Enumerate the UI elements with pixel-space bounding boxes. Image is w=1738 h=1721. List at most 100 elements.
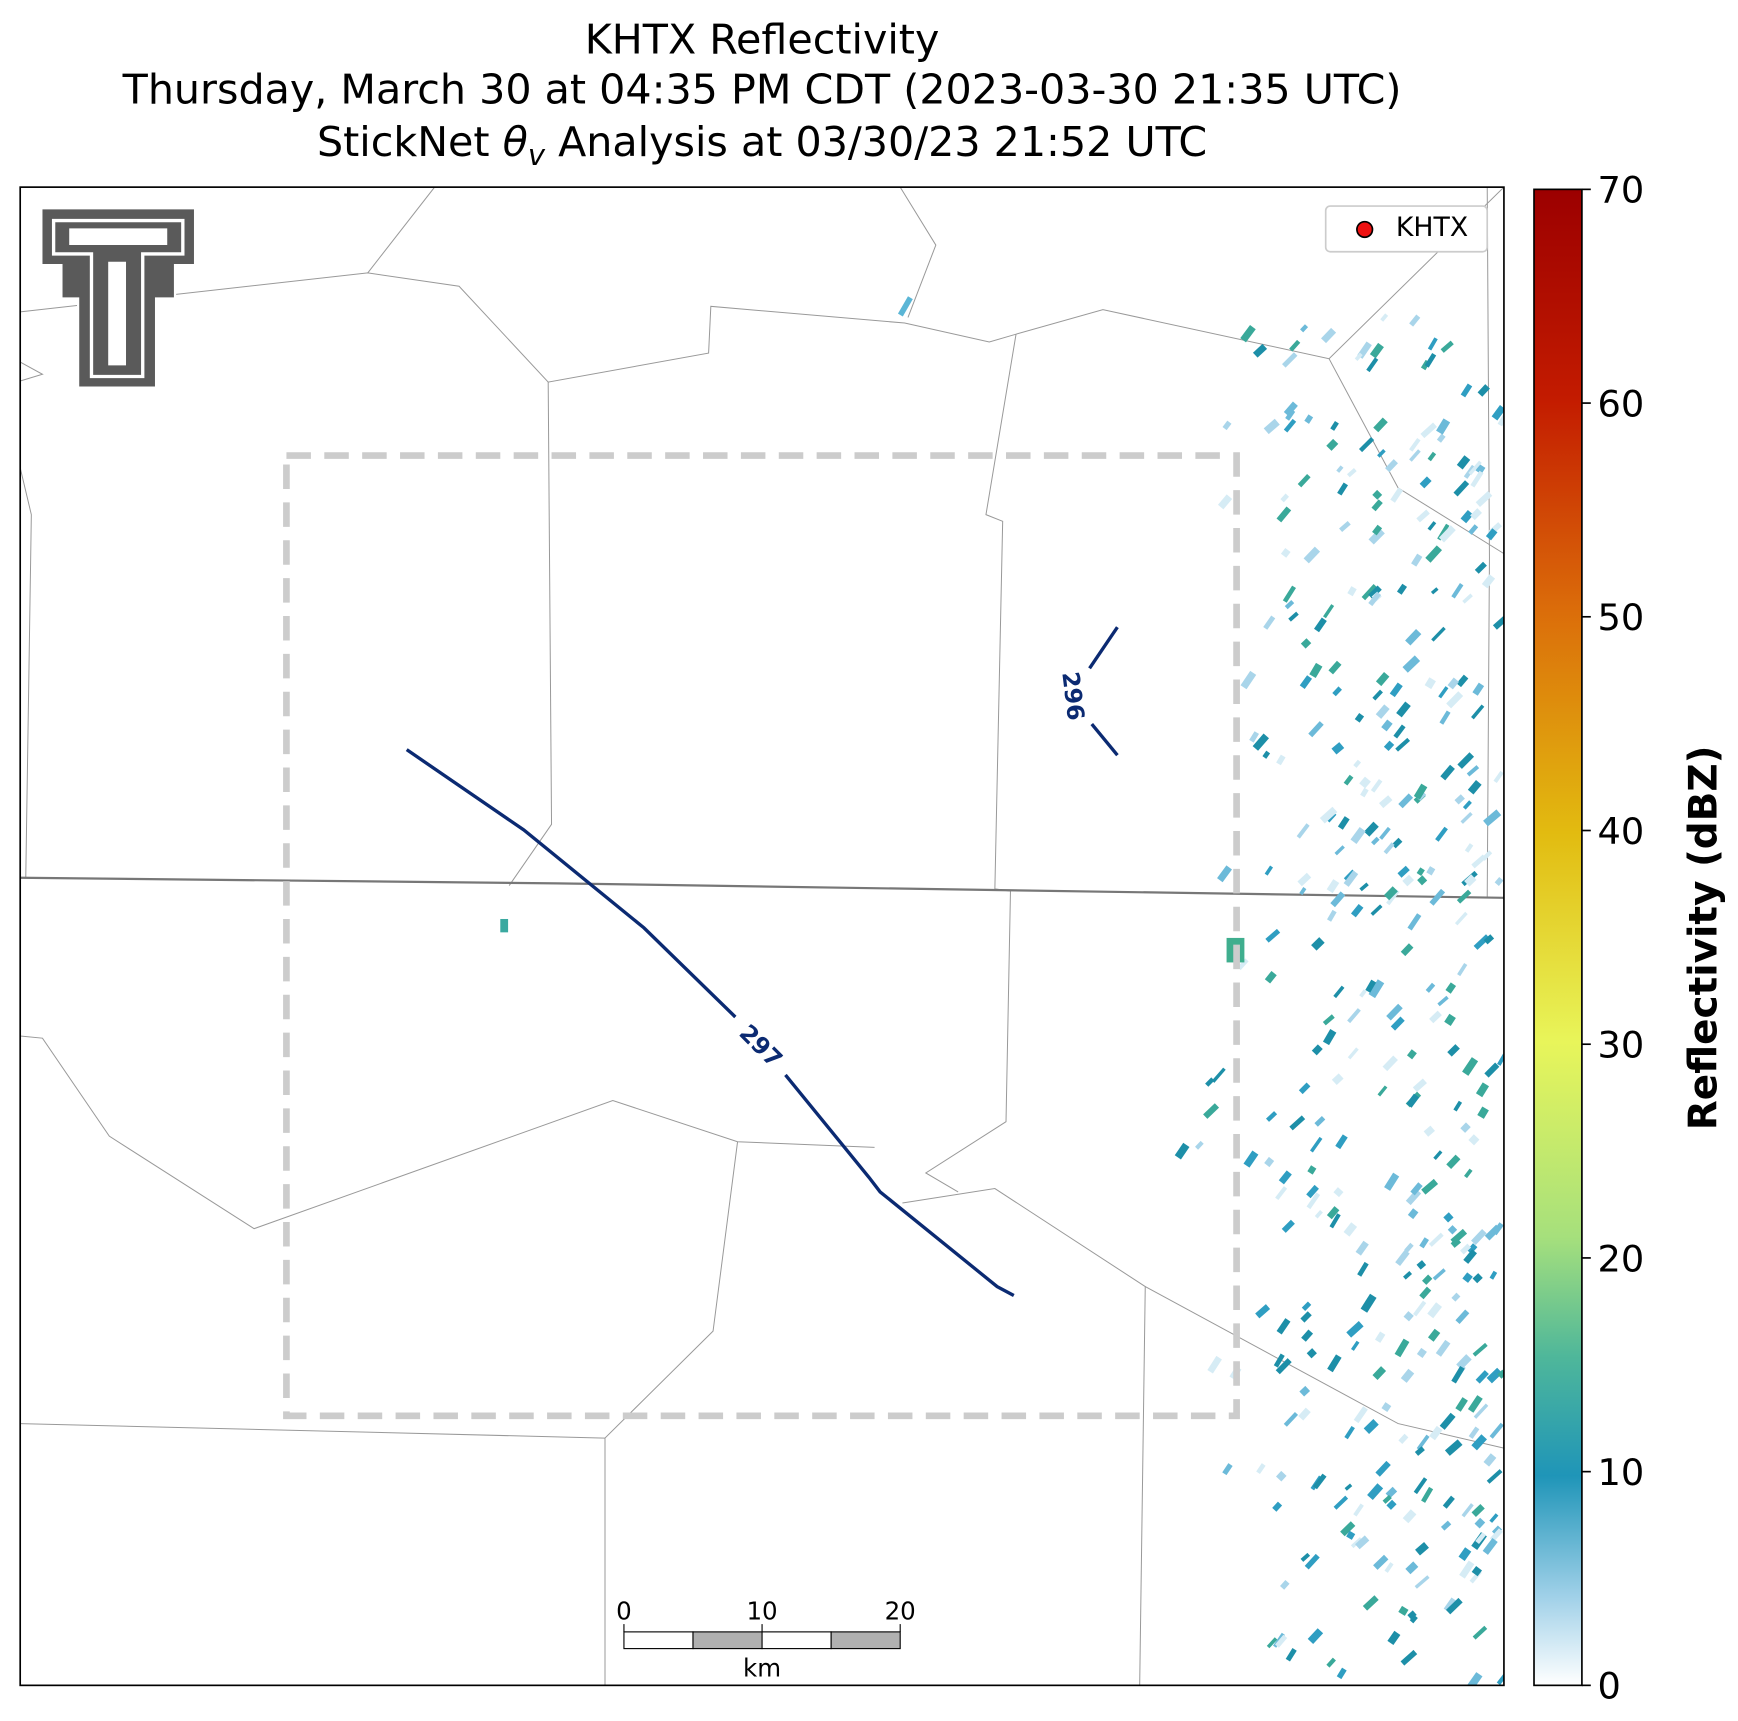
radar-echo (1370, 904, 1383, 916)
radar-echo (1249, 731, 1260, 743)
radar-echo (1390, 487, 1404, 503)
radar-echo (1474, 561, 1487, 574)
radar-echo (1300, 638, 1312, 649)
radar-echo (1404, 1242, 1414, 1253)
radar-echo (1283, 401, 1298, 417)
radar-echo (1422, 1274, 1433, 1285)
radar-echo (1350, 1537, 1363, 1549)
radar-echo (1311, 1044, 1323, 1056)
radar-echo (1309, 662, 1323, 679)
radar-echo (1276, 754, 1286, 766)
radar-echo (1432, 1268, 1446, 1281)
radar-echo (1427, 451, 1437, 462)
radar-echo (1237, 958, 1249, 971)
radar-echo (1460, 1122, 1471, 1133)
radar-echo (1372, 1366, 1387, 1380)
radar-echo (1445, 982, 1457, 994)
radar-echo (1309, 1136, 1323, 1153)
radar-echo (1217, 494, 1233, 510)
radar-echo (1322, 1014, 1335, 1026)
radar-echo (1336, 1667, 1347, 1680)
radar-echo (1443, 1597, 1457, 1612)
radar-echo (1337, 482, 1348, 496)
radar-echo (1462, 1057, 1479, 1076)
radar-echo (1461, 1503, 1474, 1518)
radar-echo (1332, 686, 1342, 697)
radar-echo (1446, 691, 1464, 709)
radar-echo (1281, 1219, 1295, 1233)
radar-echo (1347, 586, 1357, 597)
radar-echo (1326, 438, 1339, 451)
radar-echo (1471, 1228, 1487, 1246)
radar-echo (1482, 1538, 1498, 1555)
radar-echo (1300, 1311, 1312, 1323)
radar-echo (1283, 418, 1297, 433)
radar-echo (1414, 1575, 1430, 1589)
radar-echo (1337, 816, 1350, 830)
title-subscript: v (528, 138, 546, 172)
radar-echo (1263, 418, 1280, 435)
radar-echo (1475, 491, 1493, 507)
radar-echo (1440, 1520, 1452, 1531)
radar-echo (1447, 1044, 1460, 1057)
radar-echo (1444, 1013, 1456, 1026)
radar-echo (1262, 750, 1271, 759)
colorbar-tick-label: 0 (1598, 1665, 1621, 1708)
radar-echo (1473, 1403, 1489, 1419)
radar-echo (1355, 1535, 1370, 1550)
radar-echo (1429, 888, 1446, 906)
radar-echo (1350, 903, 1364, 918)
radar-echo (1492, 616, 1504, 630)
radar-echo (1252, 733, 1269, 751)
title-text: Analysis at 03/30/23 21:52 UTC (545, 118, 1207, 166)
map-area: 296 297 KHTX (20, 187, 1504, 1686)
radar-echo (1456, 1354, 1472, 1370)
radar-echo (1372, 524, 1383, 536)
title-symbol: θ (503, 118, 528, 166)
radar-echo (1403, 1311, 1414, 1322)
radar-echo (1273, 1353, 1285, 1368)
radar-echo (1285, 409, 1296, 421)
colorbar-tick-label: 70 (1598, 169, 1645, 212)
radar-echo (1443, 1212, 1454, 1223)
radar-echo (1275, 1358, 1292, 1375)
radar-echo (1280, 493, 1290, 503)
radar-echo (1407, 1610, 1417, 1620)
radar-echo (1453, 1100, 1463, 1112)
radar-echo (1380, 313, 1389, 322)
radar-echo (1400, 943, 1414, 957)
radar-echo (1429, 1425, 1443, 1441)
radar-echo (1359, 776, 1371, 789)
radar-echo (1462, 593, 1473, 604)
radar-echo (1403, 1270, 1413, 1280)
radar-echo (1375, 704, 1390, 719)
radar-echo (1409, 449, 1421, 462)
radar-echo (1382, 1494, 1392, 1504)
radar-echo (1288, 611, 1299, 622)
radar-echo (1473, 934, 1490, 950)
radar-echo (1466, 1243, 1478, 1254)
scale-bar-segment (623, 1631, 694, 1650)
radar-echo (1481, 574, 1496, 589)
radar-echo (1344, 1425, 1355, 1440)
radar-echo (1381, 1402, 1392, 1413)
radar-echo (1483, 1453, 1497, 1467)
radar-echo (1415, 1542, 1429, 1556)
radar-echo (1416, 1347, 1427, 1358)
radar-echo (1383, 740, 1395, 752)
radar-echo (1463, 1249, 1477, 1264)
radar-echo (1412, 1078, 1427, 1093)
radar-echo (1222, 420, 1232, 431)
radar-echo (1211, 1067, 1226, 1083)
radar-echo (1304, 414, 1314, 424)
radar-echo (1484, 1062, 1500, 1078)
radar-echo (1331, 742, 1345, 755)
radar-echo (1454, 911, 1468, 926)
radar-echo (1497, 1369, 1504, 1379)
radar-echo (1386, 1499, 1397, 1510)
radar-echo (1301, 1301, 1312, 1311)
radar-echo (1243, 1150, 1259, 1168)
colorbar-tick-label: 60 (1598, 382, 1645, 425)
